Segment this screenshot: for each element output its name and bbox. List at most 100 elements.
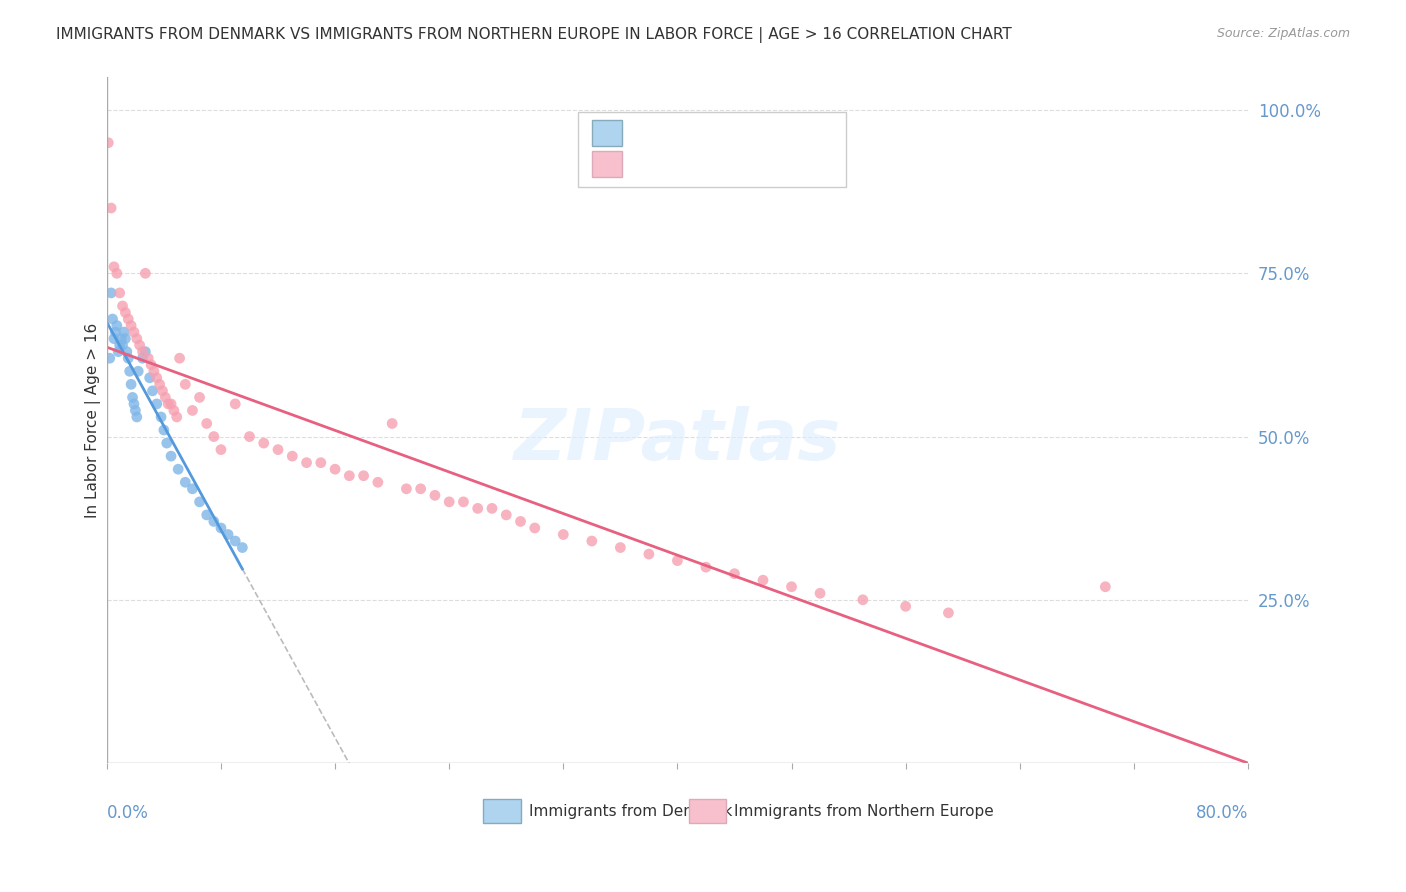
Point	[181, 482, 204, 496]
Point	[453, 495, 475, 509]
Point	[409, 482, 432, 496]
Point	[224, 397, 246, 411]
Point	[156, 436, 179, 450]
Point	[107, 344, 129, 359]
Point	[127, 364, 149, 378]
Point	[141, 384, 163, 398]
Text: -0.364: -0.364	[665, 125, 720, 140]
Point	[174, 475, 197, 490]
Point	[105, 266, 128, 280]
Point	[217, 527, 239, 541]
Point	[423, 488, 446, 502]
Point	[134, 266, 156, 280]
FancyBboxPatch shape	[484, 798, 522, 823]
Point	[115, 344, 138, 359]
Point	[146, 397, 169, 411]
Point	[117, 351, 139, 366]
Text: 40: 40	[768, 125, 789, 140]
Point	[253, 436, 276, 450]
Point	[112, 325, 135, 339]
Point	[367, 475, 389, 490]
Point	[553, 527, 575, 541]
FancyBboxPatch shape	[689, 798, 727, 823]
Point	[181, 403, 204, 417]
FancyBboxPatch shape	[578, 112, 846, 187]
Point	[894, 599, 917, 614]
Y-axis label: In Labor Force | Age > 16: In Labor Force | Age > 16	[86, 323, 101, 518]
Point	[124, 403, 146, 417]
Point	[295, 456, 318, 470]
Point	[195, 508, 218, 522]
Point	[104, 325, 127, 339]
Point	[120, 377, 142, 392]
Point	[108, 338, 131, 352]
Point	[136, 351, 159, 366]
Point	[808, 586, 831, 600]
Point	[467, 501, 489, 516]
Point	[121, 390, 143, 404]
Point	[152, 384, 174, 398]
Point	[134, 344, 156, 359]
Point	[111, 299, 134, 313]
Point	[195, 417, 218, 431]
Point	[209, 521, 232, 535]
Point	[752, 573, 775, 587]
Point	[852, 592, 875, 607]
Point	[174, 377, 197, 392]
Point	[139, 358, 162, 372]
Point	[695, 560, 717, 574]
Point	[153, 423, 176, 437]
Point	[309, 456, 332, 470]
Point	[103, 260, 125, 274]
Point	[281, 449, 304, 463]
Point	[381, 417, 404, 431]
Point	[138, 371, 160, 385]
Point	[131, 344, 153, 359]
Point	[146, 371, 169, 385]
Point	[202, 515, 225, 529]
Point	[581, 534, 603, 549]
Point	[169, 351, 191, 366]
Text: ZIPatlas: ZIPatlas	[513, 407, 841, 475]
Point	[101, 312, 124, 326]
Point	[128, 338, 150, 352]
Text: N =: N =	[735, 155, 769, 170]
Point	[231, 541, 253, 555]
Point	[155, 390, 177, 404]
Point	[353, 468, 375, 483]
Point	[267, 442, 290, 457]
Text: Immigrants from Denmark: Immigrants from Denmark	[529, 804, 733, 819]
Text: -0.388: -0.388	[665, 155, 720, 170]
Text: R =: R =	[633, 125, 666, 140]
Point	[114, 332, 136, 346]
Point	[323, 462, 346, 476]
Point	[100, 201, 122, 215]
Point	[638, 547, 661, 561]
Text: R =: R =	[633, 155, 666, 170]
Point	[160, 449, 183, 463]
Point	[609, 541, 631, 555]
Point	[188, 495, 211, 509]
Point	[723, 566, 745, 581]
Point	[238, 429, 260, 443]
Point	[125, 332, 148, 346]
Point	[149, 377, 172, 392]
Point	[188, 390, 211, 404]
Point	[160, 397, 183, 411]
Point	[209, 442, 232, 457]
Text: Immigrants from Northern Europe: Immigrants from Northern Europe	[734, 804, 994, 819]
Point	[105, 318, 128, 333]
FancyBboxPatch shape	[592, 120, 621, 146]
Point	[780, 580, 803, 594]
Point	[122, 397, 145, 411]
Point	[142, 364, 165, 378]
Point	[150, 409, 173, 424]
Point	[224, 534, 246, 549]
Point	[395, 482, 418, 496]
Point	[117, 312, 139, 326]
Text: Source: ZipAtlas.com: Source: ZipAtlas.com	[1216, 27, 1350, 40]
Point	[938, 606, 960, 620]
Point	[114, 305, 136, 319]
Point	[108, 285, 131, 300]
Point	[103, 332, 125, 346]
